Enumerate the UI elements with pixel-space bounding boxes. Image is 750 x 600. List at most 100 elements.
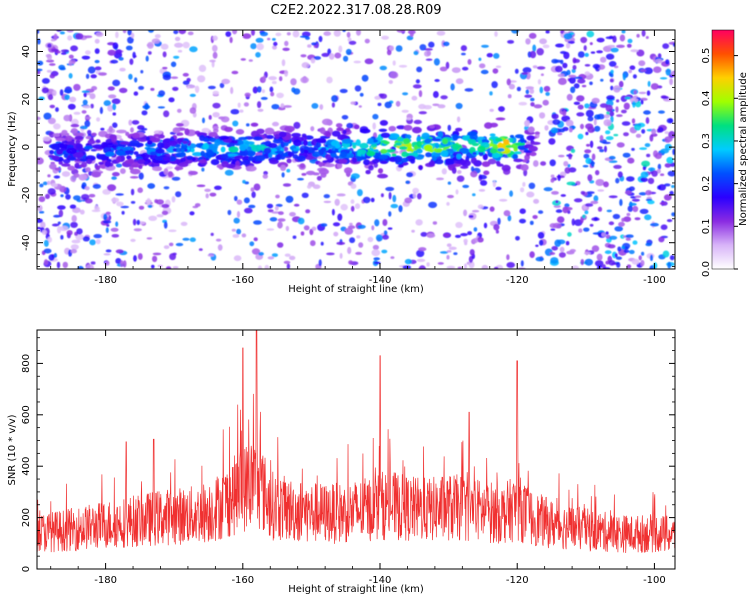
heatmap-band-cell bbox=[138, 164, 143, 170]
heatmap-cell bbox=[405, 180, 410, 184]
heatmap-cell bbox=[587, 126, 595, 133]
heatmap-cell bbox=[665, 68, 671, 76]
heatmap-band-cell bbox=[452, 134, 459, 141]
heatmap-cell bbox=[81, 55, 91, 60]
heatmap-band-cell bbox=[238, 140, 244, 146]
heatmap-cell bbox=[194, 85, 200, 94]
heatmap-cell bbox=[350, 101, 356, 105]
heatmap-cell bbox=[525, 89, 530, 95]
heatmap-cell bbox=[326, 76, 333, 84]
heatmap-band-cell bbox=[150, 137, 161, 143]
heatmap-cell bbox=[629, 65, 636, 70]
heatmap-cell bbox=[116, 201, 124, 207]
heatmap-cell bbox=[92, 183, 101, 189]
heatmap-cell bbox=[115, 49, 122, 55]
heatmap-cell bbox=[270, 91, 275, 97]
heatmap-cell bbox=[372, 122, 377, 130]
heatmap-cell bbox=[358, 242, 364, 248]
heatmap-cell bbox=[470, 170, 478, 178]
heatmap-cell bbox=[426, 262, 430, 267]
heatmap-cell bbox=[509, 190, 513, 197]
heatmap-cell bbox=[548, 138, 556, 145]
heatmap-band-cell bbox=[344, 167, 353, 174]
heatmap-cell bbox=[368, 165, 374, 171]
heatmap-cell bbox=[215, 238, 222, 242]
heatmap-band-cell bbox=[444, 158, 455, 165]
heatmap-cell bbox=[671, 212, 675, 217]
heatmap-band-cell bbox=[526, 135, 535, 141]
heatmap-cell bbox=[550, 257, 559, 264]
heatmap-band-cell bbox=[322, 160, 333, 164]
heatmap-cell bbox=[212, 51, 218, 59]
heatmap-band-cell bbox=[492, 152, 501, 159]
heatmap-cell bbox=[404, 258, 412, 265]
heatmap-cell bbox=[153, 130, 163, 135]
heatmap-cell bbox=[641, 160, 650, 167]
heatmap-cell bbox=[272, 45, 277, 50]
heatmap-cell bbox=[307, 184, 312, 189]
heatmap-cell bbox=[256, 43, 264, 51]
heatmap-band-cell bbox=[456, 153, 462, 160]
heatmap-cell bbox=[53, 253, 58, 258]
heatmap-band-cell bbox=[264, 127, 275, 135]
heatmap-cell bbox=[580, 191, 586, 195]
heatmap-cell bbox=[115, 163, 123, 168]
heatmap-cell bbox=[521, 72, 528, 75]
heatmap-cell bbox=[621, 121, 631, 126]
heatmap-cell bbox=[175, 191, 182, 198]
heatmap-cell bbox=[39, 210, 45, 214]
heatmap-cell bbox=[418, 247, 427, 252]
heatmap-cell bbox=[373, 257, 381, 261]
heatmap-cell bbox=[539, 112, 546, 119]
heatmap-cell bbox=[138, 205, 145, 210]
heatmap-cell bbox=[626, 43, 632, 48]
heatmap-band-cell bbox=[239, 151, 249, 157]
heatmap-cell bbox=[121, 210, 125, 215]
heatmap-cell bbox=[187, 31, 194, 36]
heatmap-cell bbox=[596, 37, 605, 43]
colorbar-label: Normalized spectral amplitude bbox=[738, 72, 749, 226]
heatmap-cell bbox=[273, 41, 278, 47]
heatmap-cell bbox=[603, 119, 612, 127]
heatmap-cell bbox=[593, 195, 599, 202]
heatmap-cell bbox=[374, 219, 380, 227]
heatmap-band-cell bbox=[380, 149, 388, 154]
heatmap-cell bbox=[112, 172, 120, 177]
heatmap-cell bbox=[530, 102, 535, 107]
heatmap-cell bbox=[115, 193, 124, 196]
heatmap-cell bbox=[157, 106, 165, 109]
heatmap-cell bbox=[507, 94, 512, 99]
heatmap-cell bbox=[662, 250, 670, 258]
heatmap-cell bbox=[632, 205, 639, 213]
heatmap-cell bbox=[631, 258, 640, 265]
heatmap-cell bbox=[445, 61, 450, 69]
heatmap-cell bbox=[590, 51, 596, 54]
heatmap-cell bbox=[358, 105, 362, 108]
colorbar-tick-label: 0.4 bbox=[701, 90, 712, 106]
heatmap-cell bbox=[573, 58, 580, 63]
heatmap-cell bbox=[526, 191, 535, 198]
heatmap-cell bbox=[251, 30, 255, 36]
heatmap-cell bbox=[666, 219, 673, 223]
heatmap-cell bbox=[182, 41, 190, 49]
heatmap-band-cell bbox=[111, 135, 117, 143]
heatmap-cell bbox=[619, 34, 626, 42]
heatmap-band-cell bbox=[256, 128, 265, 135]
heatmap-cell bbox=[489, 108, 494, 112]
heatmap-cell bbox=[461, 52, 466, 56]
heatmap-cell bbox=[269, 86, 274, 93]
heatmap-cell bbox=[88, 193, 96, 198]
heatmap-cell bbox=[472, 193, 476, 197]
heatmap-cell bbox=[277, 242, 284, 248]
heatmap-cell bbox=[628, 186, 635, 192]
heatmap-band-cell bbox=[505, 144, 514, 148]
heatmap-cell bbox=[597, 146, 603, 150]
heatmap-cell bbox=[353, 60, 362, 64]
heatmap-cell bbox=[446, 243, 452, 247]
heatmap-cell bbox=[627, 157, 635, 164]
heatmap-cell bbox=[280, 103, 285, 109]
heatmap-cell bbox=[232, 120, 239, 127]
heatmap-cell bbox=[69, 96, 77, 103]
heatmap-cell bbox=[530, 97, 535, 102]
heatmap-cell bbox=[107, 49, 116, 56]
